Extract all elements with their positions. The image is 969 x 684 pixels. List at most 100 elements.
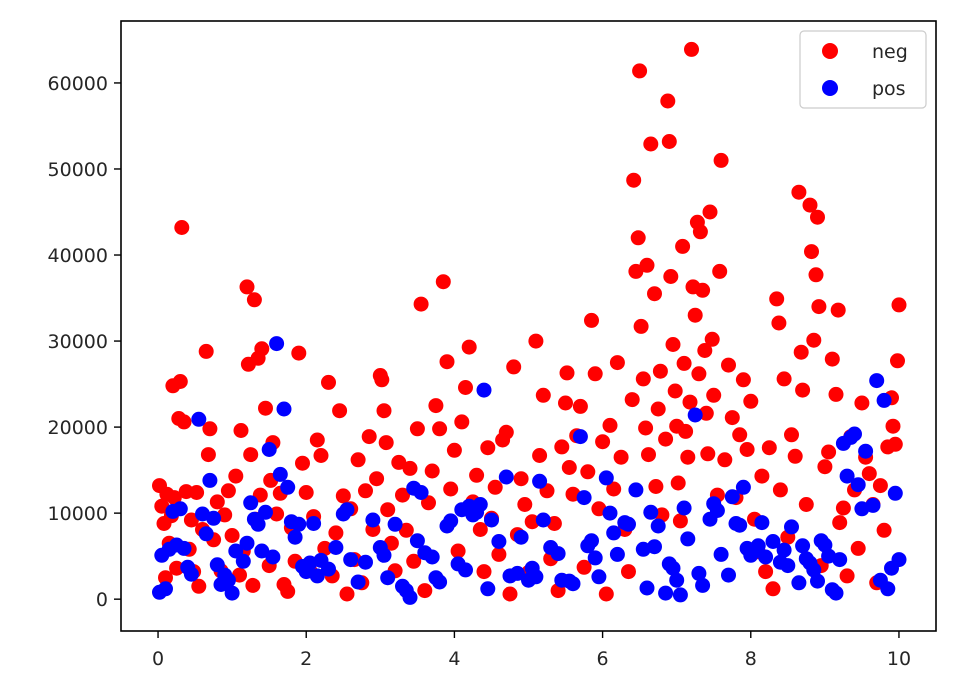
point-pos-80 xyxy=(509,565,525,581)
point-neg-119 xyxy=(528,333,544,349)
point-neg-36 xyxy=(243,447,259,463)
point-pos-36 xyxy=(291,516,307,532)
point-neg-106 xyxy=(480,440,496,456)
point-neg-50 xyxy=(280,583,296,599)
point-pos-137 xyxy=(776,542,792,558)
legend-marker-neg xyxy=(822,43,838,59)
point-pos-28 xyxy=(261,442,277,457)
point-neg-30 xyxy=(228,468,244,484)
point-pos-21 xyxy=(235,553,251,569)
point-pos-105 xyxy=(635,541,651,557)
point-pos-128 xyxy=(735,479,751,495)
point-pos-59 xyxy=(409,533,425,549)
point-neg-230 xyxy=(835,500,851,516)
legend-label-neg: neg xyxy=(872,41,908,63)
point-neg-152 xyxy=(635,371,651,387)
point-neg-143 xyxy=(613,449,629,465)
point-pos-127 xyxy=(732,517,748,533)
point-neg-89 xyxy=(417,583,433,599)
point-neg-188 xyxy=(706,387,722,403)
point-pos-10 xyxy=(191,411,207,427)
point-neg-58 xyxy=(309,432,325,448)
y-tick-label-0: 0 xyxy=(96,589,108,611)
point-neg-9 xyxy=(169,560,185,576)
point-neg-231 xyxy=(839,568,855,584)
point-neg-66 xyxy=(339,586,355,602)
point-neg-162 xyxy=(658,431,674,447)
point-neg-213 xyxy=(791,184,807,200)
point-neg-150 xyxy=(632,63,648,79)
point-neg-235 xyxy=(854,395,870,411)
point-neg-109 xyxy=(491,546,507,562)
point-neg-159 xyxy=(650,401,666,417)
point-neg-216 xyxy=(798,497,814,512)
point-neg-129 xyxy=(561,460,577,475)
point-neg-155 xyxy=(641,447,656,463)
point-neg-19 xyxy=(191,578,207,594)
point-neg-224 xyxy=(817,459,833,475)
point-neg-98 xyxy=(450,543,466,559)
point-pos-13 xyxy=(202,472,218,488)
point-pos-93 xyxy=(576,490,592,506)
point-neg-28 xyxy=(220,483,236,499)
point-pos-2 xyxy=(158,581,173,597)
point-pos-60 xyxy=(413,485,429,500)
point-neg-111 xyxy=(498,424,514,440)
point-pos-74 xyxy=(476,382,492,398)
point-neg-37 xyxy=(245,577,261,593)
point-neg-88 xyxy=(413,296,429,312)
point-neg-174 xyxy=(680,449,696,465)
point-pos-20 xyxy=(228,543,244,559)
point-pos-6 xyxy=(172,501,188,517)
point-neg-229 xyxy=(832,515,848,531)
point-neg-29 xyxy=(224,528,240,543)
point-neg-142 xyxy=(609,355,625,371)
point-pos-22 xyxy=(239,535,255,551)
point-pos-43 xyxy=(321,561,336,577)
point-neg-149 xyxy=(630,230,646,246)
point-neg-100 xyxy=(458,380,473,395)
point-neg-83 xyxy=(395,487,410,503)
point-neg-205 xyxy=(765,581,781,597)
point-pos-35 xyxy=(287,529,303,545)
point-neg-78 xyxy=(378,435,394,451)
point-neg-209 xyxy=(776,371,792,387)
point-pos-163 xyxy=(880,581,896,597)
point-neg-185 xyxy=(700,446,716,462)
point-neg-215 xyxy=(795,382,811,398)
point-neg-113 xyxy=(506,359,522,375)
point-neg-120 xyxy=(532,448,548,463)
point-neg-141 xyxy=(606,481,622,497)
point-neg-157 xyxy=(647,286,662,302)
point-neg-175 xyxy=(682,394,698,410)
point-pos-32 xyxy=(276,401,292,417)
point-pos-107 xyxy=(643,504,659,520)
point-neg-77 xyxy=(376,403,392,419)
point-neg-55 xyxy=(298,485,314,500)
point-pos-54 xyxy=(387,516,403,532)
point-neg-228 xyxy=(830,302,846,318)
point-neg-221 xyxy=(810,209,825,225)
point-neg-63 xyxy=(328,525,344,541)
point-pos-91 xyxy=(565,576,581,592)
point-neg-164 xyxy=(661,134,677,149)
point-neg-166 xyxy=(665,337,681,352)
point-neg-118 xyxy=(524,514,540,530)
point-neg-104 xyxy=(472,522,488,537)
point-neg-92 xyxy=(428,398,444,414)
x-axis: 0 2 4 6 8 10 xyxy=(152,631,911,670)
point-neg-96 xyxy=(443,481,459,497)
point-neg-245 xyxy=(887,436,903,452)
point-pos-115 xyxy=(676,500,692,516)
point-neg-190 xyxy=(712,263,728,279)
point-pos-101 xyxy=(609,546,625,562)
point-pos-85 xyxy=(532,473,548,489)
point-neg-42 xyxy=(254,341,270,357)
point-neg-225 xyxy=(821,444,837,460)
point-neg-173 xyxy=(678,423,694,439)
point-neg-220 xyxy=(808,267,824,283)
point-pos-86 xyxy=(535,512,551,528)
legend: neg pos xyxy=(799,30,927,109)
point-pos-84 xyxy=(528,569,544,585)
